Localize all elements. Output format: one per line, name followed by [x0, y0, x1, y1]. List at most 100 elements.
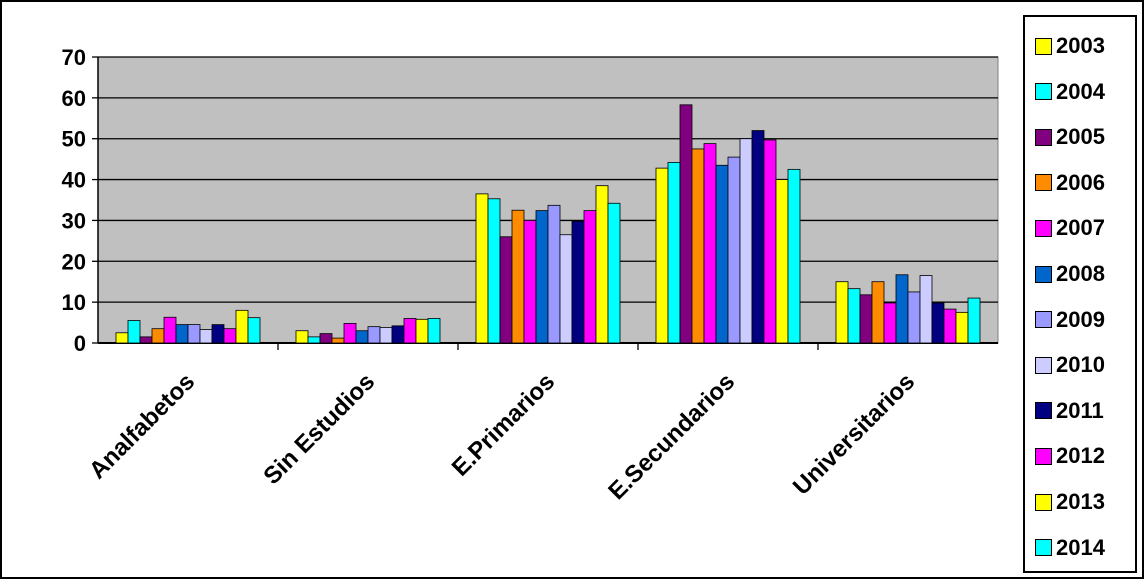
- bar-2008-0: [175, 324, 189, 344]
- bar-2006-4: [871, 281, 885, 344]
- y-tick-label: 40: [62, 168, 86, 193]
- bar-2004-0: [127, 320, 141, 344]
- bar-2007-1: [343, 322, 357, 344]
- y-tick-label: 0: [74, 331, 86, 356]
- bar-2014-0: [247, 317, 261, 344]
- bar-2014-2: [607, 202, 621, 344]
- bar-2005-0: [139, 336, 153, 344]
- bar-2005-4: [859, 294, 873, 344]
- bar-2014-1: [427, 318, 441, 344]
- bar-2011-1: [391, 325, 405, 344]
- chart-legend: 2003 2004 2005 2006 2007 2008 2009 2010 2011 2012…: [1023, 15, 1137, 573]
- bar-2003-3: [655, 167, 669, 344]
- bar-2003-4: [835, 281, 849, 344]
- legend-label: 2007: [1056, 215, 1105, 241]
- legend-label: 2009: [1056, 306, 1105, 332]
- bar-2005-3: [679, 104, 693, 344]
- legend-swatch: [1035, 539, 1052, 557]
- bar-2007-3: [703, 143, 717, 344]
- legend-swatch: [1035, 311, 1052, 329]
- bar-2007-4: [883, 302, 897, 344]
- legend-item: 2012: [1035, 441, 1105, 471]
- y-tick-label: 50: [62, 127, 86, 152]
- bar-2009-0: [187, 324, 201, 344]
- bar-2006-3: [691, 148, 705, 344]
- bar-2003-2: [475, 193, 489, 344]
- bar-2012-0: [223, 328, 237, 344]
- legend-item: 2006: [1035, 168, 1105, 198]
- legend-label: 2008: [1056, 261, 1105, 286]
- legend-swatch: [1035, 37, 1052, 55]
- legend-swatch: [1035, 356, 1052, 374]
- legend-label: 2006: [1056, 169, 1105, 195]
- y-tick-label: 30: [62, 208, 86, 233]
- bar-2010-2: [559, 234, 573, 344]
- legend-label: 2003: [1056, 33, 1105, 58]
- bar-2008-3: [715, 164, 729, 344]
- bar-2013-4: [955, 311, 969, 344]
- bar-2010-4: [919, 275, 933, 344]
- bar-2013-2: [595, 185, 609, 344]
- bar-2007-0: [163, 316, 177, 344]
- bar-2004-1: [307, 336, 321, 344]
- bar-2003-0: [115, 332, 129, 344]
- bar-2006-0: [151, 328, 165, 344]
- legend-swatch: [1035, 447, 1052, 465]
- bar-2004-3: [667, 162, 681, 344]
- bar-2012-1: [403, 318, 417, 344]
- bar-2014-4: [967, 297, 981, 344]
- x-tick-label: Universitarios: [788, 368, 920, 500]
- legend-label: 2014: [1056, 534, 1105, 560]
- y-tick-label: 70: [62, 45, 86, 70]
- legend-label: 2012: [1056, 443, 1105, 469]
- bar-2008-4: [895, 274, 909, 344]
- bar-2011-2: [571, 220, 585, 344]
- bar-2014-3: [787, 168, 801, 344]
- legend-item: 2014: [1035, 533, 1105, 563]
- legend-swatch: [1035, 219, 1052, 237]
- y-tick-label: 20: [62, 249, 86, 274]
- legend-item: 2009: [1035, 305, 1105, 335]
- y-tick-label: 60: [62, 86, 86, 111]
- bar-2003-1: [295, 330, 309, 344]
- legend-item: 2004: [1035, 77, 1105, 107]
- bar-2010-3: [739, 138, 753, 344]
- legend-swatch: [1035, 128, 1052, 146]
- bar-2005-1: [319, 333, 333, 344]
- legend-item: 2005: [1035, 122, 1105, 152]
- bar-2013-3: [775, 179, 789, 344]
- legend-label: 2010: [1056, 352, 1105, 378]
- bar-2012-3: [763, 139, 777, 344]
- bar-2007-2: [523, 220, 537, 344]
- x-tick-label: E.Primarios: [447, 368, 560, 481]
- legend-item: 2011: [1035, 396, 1104, 426]
- x-tick-label: Sin Estudios: [258, 368, 380, 490]
- bar-2004-4: [847, 288, 861, 344]
- legend-swatch: [1035, 265, 1052, 283]
- bar-2005-2: [499, 236, 513, 344]
- bar-2009-4: [907, 291, 921, 344]
- legend-label: 2011: [1056, 397, 1104, 423]
- legend-item: 2007: [1035, 213, 1105, 243]
- bar-2004-2: [487, 198, 501, 344]
- bar-2012-2: [583, 210, 597, 344]
- legend-swatch: [1035, 83, 1052, 101]
- bar-2011-3: [751, 130, 765, 344]
- bar-2011-4: [931, 302, 945, 344]
- legend-item: 2003: [1035, 31, 1105, 61]
- bar-2008-2: [535, 210, 549, 344]
- bar-2010-1: [379, 327, 393, 344]
- bar-2009-1: [367, 326, 381, 344]
- bar-2011-0: [211, 324, 225, 344]
- bar-2009-3: [727, 156, 741, 344]
- bar-2013-0: [235, 309, 249, 344]
- bar-2006-2: [511, 209, 525, 344]
- bar-2010-0: [199, 329, 213, 344]
- legend-swatch: [1035, 402, 1052, 420]
- legend-item: 2010: [1035, 350, 1105, 380]
- bar-2009-2: [547, 204, 561, 344]
- y-tick-label: 10: [62, 290, 86, 315]
- bar-2006-1: [331, 337, 345, 344]
